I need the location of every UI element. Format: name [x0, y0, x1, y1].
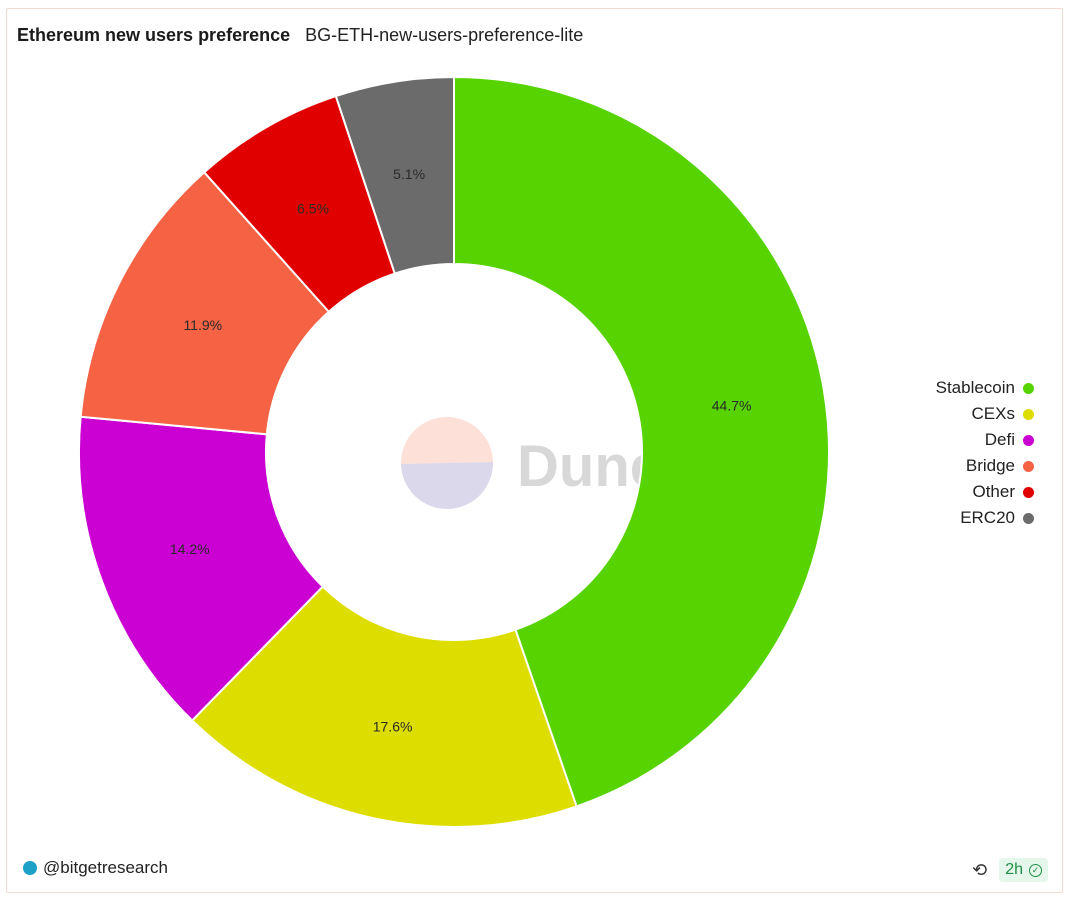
- slice-cexs[interactable]: [190, 585, 578, 828]
- legend-item-other[interactable]: Other: [936, 479, 1034, 505]
- watermark-logo-bottom: [401, 462, 494, 510]
- legend-label: CEXs: [971, 404, 1015, 423]
- legend-item-cexs[interactable]: CEXs: [936, 401, 1034, 427]
- donut-slices: [78, 75, 830, 828]
- author-avatar: [23, 861, 37, 875]
- refresh-icon[interactable]: ⟲: [972, 859, 988, 880]
- legend-swatch: [1023, 512, 1034, 524]
- query-name[interactable]: BG-ETH-new-users-preference-lite: [305, 25, 584, 45]
- data-label-other: 6.5%: [297, 200, 329, 216]
- legend-swatch: [1023, 382, 1034, 394]
- legend-swatch: [1023, 460, 1034, 472]
- footer-controls: ⟲ 2h ✓: [972, 858, 1048, 882]
- freshness-badge[interactable]: 2h ✓: [999, 858, 1048, 882]
- data-label-stablecoin: 44.7%: [712, 397, 752, 413]
- watermark-logo-top: [400, 416, 493, 464]
- legend-item-bridge[interactable]: Bridge: [936, 453, 1034, 479]
- slice-bridge[interactable]: [79, 170, 331, 436]
- legend-label: ERC20: [960, 508, 1015, 527]
- data-label-erc20: 5.1%: [393, 166, 425, 182]
- legend-item-stablecoin[interactable]: Stablecoin: [936, 375, 1034, 401]
- chart-header: Ethereum new users preference BG-ETH-new…: [17, 25, 583, 46]
- freshness-label: 2h: [1005, 861, 1023, 878]
- legend-label: Defi: [984, 430, 1015, 449]
- legend-label: Other: [972, 482, 1015, 501]
- data-label-bridge: 11.9%: [183, 317, 222, 333]
- donut-labels: 44.7% 17.6% 14.2% 11.9% 6.5% 5.1%: [170, 166, 752, 735]
- legend-swatch: [1023, 434, 1034, 446]
- chart-legend: Stablecoin CEXs Defi Bridge Other ERC20: [936, 375, 1034, 531]
- slice-erc20[interactable]: [334, 75, 455, 275]
- data-label-defi: 14.2%: [170, 541, 210, 557]
- legend-item-erc20[interactable]: ERC20: [936, 505, 1034, 531]
- legend-swatch: [1023, 408, 1034, 420]
- chart-card: Ethereum new users preference BG-ETH-new…: [6, 8, 1063, 893]
- legend-item-defi[interactable]: Defi: [936, 427, 1034, 453]
- slice-stablecoin[interactable]: [453, 75, 830, 808]
- author-info[interactable]: @bitgetresearch: [23, 858, 168, 878]
- check-circle-icon: ✓: [1029, 863, 1042, 877]
- author-handle[interactable]: @bitgetresearch: [43, 858, 168, 877]
- legend-label: Bridge: [965, 456, 1015, 475]
- donut-chart: Dune 44.7% 17.6% 14.2% 11.9% 6.5% 5.1%: [78, 75, 830, 828]
- legend-label: Stablecoin: [935, 378, 1015, 397]
- legend-swatch: [1023, 486, 1034, 498]
- dune-watermark: Dune: [400, 416, 662, 510]
- chart-title: Ethereum new users preference: [17, 25, 291, 45]
- slice-defi[interactable]: [78, 415, 325, 722]
- data-label-cexs: 17.6%: [373, 719, 413, 735]
